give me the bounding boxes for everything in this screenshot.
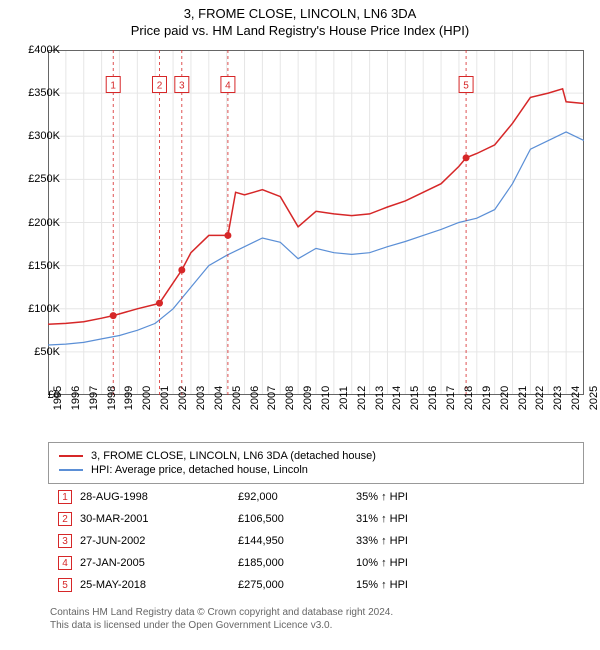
y-tick-label: £400K bbox=[10, 44, 60, 56]
sale-delta: 35% ↑ HPI bbox=[356, 491, 476, 503]
svg-text:5: 5 bbox=[463, 81, 469, 92]
x-tick-label: 2009 bbox=[302, 386, 314, 410]
sale-delta: 31% ↑ HPI bbox=[356, 513, 476, 525]
chart-svg: 1 2 3 4 5 bbox=[48, 50, 584, 395]
sales-row: 4 27-JAN-2005 £185,000 10% ↑ HPI bbox=[48, 552, 584, 574]
x-tick-label: 2015 bbox=[409, 386, 421, 410]
x-tick-label: 1996 bbox=[70, 386, 82, 410]
sale-price: £275,000 bbox=[238, 579, 348, 591]
x-tick-label: 2016 bbox=[427, 386, 439, 410]
x-tick-label: 2004 bbox=[213, 386, 225, 410]
y-tick-label: £200K bbox=[10, 217, 60, 229]
legend-item: HPI: Average price, detached house, Linc… bbox=[59, 463, 573, 477]
x-tick-label: 1995 bbox=[52, 386, 64, 410]
legend: 3, FROME CLOSE, LINCOLN, LN6 3DA (detach… bbox=[48, 442, 584, 484]
x-tick-label: 2011 bbox=[338, 386, 350, 410]
x-tick-label: 2018 bbox=[463, 386, 475, 410]
y-tick-label: £350K bbox=[10, 87, 60, 99]
sale-date: 27-JUN-2002 bbox=[80, 535, 230, 547]
y-tick-label: £50K bbox=[10, 346, 60, 358]
x-tick-label: 2017 bbox=[445, 386, 457, 410]
sale-marker-icon: 5 bbox=[58, 578, 72, 592]
chart-container: 3, FROME CLOSE, LINCOLN, LN6 3DA Price p… bbox=[0, 0, 600, 650]
x-tick-label: 2019 bbox=[481, 386, 493, 410]
x-tick-label: 2007 bbox=[266, 386, 278, 410]
legend-label: HPI: Average price, detached house, Linc… bbox=[91, 464, 308, 476]
y-tick-label: £300K bbox=[10, 130, 60, 142]
legend-swatch bbox=[59, 469, 83, 471]
x-tick-label: 2023 bbox=[552, 386, 564, 410]
x-tick-label: 1999 bbox=[123, 386, 135, 410]
sale-date: 28-AUG-1998 bbox=[80, 491, 230, 503]
sales-row: 1 28-AUG-1998 £92,000 35% ↑ HPI bbox=[48, 486, 584, 508]
x-tick-label: 2012 bbox=[356, 386, 368, 410]
y-tick-label: £100K bbox=[10, 303, 60, 315]
sale-marker-icon: 1 bbox=[58, 490, 72, 504]
sales-row: 3 27-JUN-2002 £144,950 33% ↑ HPI bbox=[48, 530, 584, 552]
chart-subtitle: Price paid vs. HM Land Registry's House … bbox=[0, 21, 600, 38]
sale-date: 30-MAR-2001 bbox=[80, 513, 230, 525]
sale-date: 25-MAY-2018 bbox=[80, 579, 230, 591]
y-tick-label: £250K bbox=[10, 173, 60, 185]
x-tick-label: 2024 bbox=[570, 386, 582, 410]
x-tick-label: 2021 bbox=[517, 386, 529, 410]
footer-line-1: Contains HM Land Registry data © Crown c… bbox=[50, 606, 582, 619]
sale-price: £92,000 bbox=[238, 491, 348, 503]
sale-marker-icon: 4 bbox=[58, 556, 72, 570]
x-tick-label: 2006 bbox=[249, 386, 261, 410]
x-tick-label: 2025 bbox=[588, 386, 600, 410]
x-tick-label: 2008 bbox=[284, 386, 296, 410]
x-tick-label: 2001 bbox=[159, 386, 171, 410]
sales-row: 5 25-MAY-2018 £275,000 15% ↑ HPI bbox=[48, 574, 584, 596]
y-tick-label: £150K bbox=[10, 260, 60, 272]
sales-row: 2 30-MAR-2001 £106,500 31% ↑ HPI bbox=[48, 508, 584, 530]
chart-title: 3, FROME CLOSE, LINCOLN, LN6 3DA bbox=[0, 0, 600, 21]
x-tick-label: 2002 bbox=[177, 386, 189, 410]
footer-line-2: This data is licensed under the Open Gov… bbox=[50, 619, 582, 632]
svg-text:2: 2 bbox=[157, 81, 163, 92]
svg-text:3: 3 bbox=[179, 81, 185, 92]
x-tick-label: 2000 bbox=[141, 386, 153, 410]
sale-delta: 10% ↑ HPI bbox=[356, 557, 476, 569]
sale-marker-icon: 2 bbox=[58, 512, 72, 526]
sale-marker-icon: 3 bbox=[58, 534, 72, 548]
legend-item: 3, FROME CLOSE, LINCOLN, LN6 3DA (detach… bbox=[59, 449, 573, 463]
sale-price: £144,950 bbox=[238, 535, 348, 547]
sales-table: 1 28-AUG-1998 £92,000 35% ↑ HPI 2 30-MAR-2001… bbox=[48, 486, 584, 596]
sale-price: £106,500 bbox=[238, 513, 348, 525]
x-tick-label: 2005 bbox=[231, 386, 243, 410]
chart-plot-area: 1 2 3 4 5 bbox=[48, 50, 584, 395]
svg-text:4: 4 bbox=[225, 81, 231, 92]
x-tick-label: 1998 bbox=[106, 386, 118, 410]
footer-attribution: Contains HM Land Registry data © Crown c… bbox=[48, 606, 584, 632]
x-tick-label: 1997 bbox=[88, 386, 100, 410]
sale-price: £185,000 bbox=[238, 557, 348, 569]
x-tick-label: 2014 bbox=[391, 386, 403, 410]
sale-delta: 15% ↑ HPI bbox=[356, 579, 476, 591]
x-tick-label: 2013 bbox=[374, 386, 386, 410]
x-tick-label: 2003 bbox=[195, 386, 207, 410]
x-tick-label: 2010 bbox=[320, 386, 332, 410]
x-tick-label: 2020 bbox=[499, 386, 511, 410]
sale-delta: 33% ↑ HPI bbox=[356, 535, 476, 547]
svg-text:1: 1 bbox=[110, 81, 116, 92]
sale-date: 27-JAN-2005 bbox=[80, 557, 230, 569]
x-tick-label: 2022 bbox=[534, 386, 546, 410]
legend-swatch bbox=[59, 455, 83, 457]
legend-label: 3, FROME CLOSE, LINCOLN, LN6 3DA (detach… bbox=[91, 450, 376, 462]
